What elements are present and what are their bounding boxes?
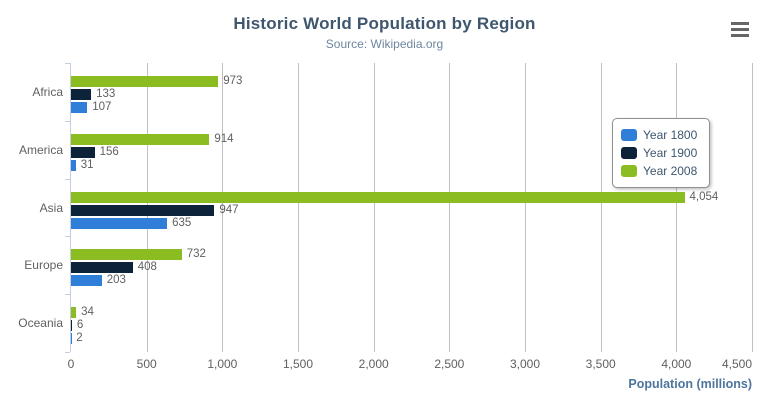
bar-year-2008-asia[interactable] <box>71 191 685 203</box>
x-axis-title: Population (millions) <box>628 377 752 391</box>
bar-value-label: 973 <box>223 75 243 87</box>
legend-swatch-icon <box>621 165 637 177</box>
legend: Year 1800 Year 1900 Year 2008 <box>612 118 711 188</box>
legend-label: Year 1900 <box>643 146 698 160</box>
export-menu-button[interactable] <box>727 18 753 40</box>
gridline <box>676 63 678 352</box>
x-tick-label: 4,000 <box>661 357 692 371</box>
bar-value-label: 6 <box>76 319 84 332</box>
chart-subtitle: Source: Wikipedia.org <box>325 37 444 51</box>
x-tick-label: 3,000 <box>509 357 541 371</box>
x-tick-label: 3,500 <box>585 357 616 371</box>
y-axis-tick <box>65 236 70 237</box>
y-axis-tick <box>65 294 70 295</box>
gridline <box>525 63 526 352</box>
category-label: Asia <box>39 201 63 215</box>
gridline <box>298 63 299 352</box>
category-label: Oceania <box>18 316 63 330</box>
bar-year-2008-africa[interactable] <box>71 76 219 87</box>
bar-value-label: 635 <box>172 216 192 229</box>
chart-title: Historic World Population by Region <box>233 14 536 33</box>
y-axis-tick <box>65 121 70 122</box>
legend-label: Year 2008 <box>643 164 698 178</box>
gridline <box>373 63 375 352</box>
gridline <box>752 63 753 352</box>
y-axis-line <box>70 63 71 352</box>
bar-value-label: 2 <box>76 332 83 345</box>
bar-year-2008-oceania[interactable] <box>71 307 77 319</box>
hamburger-menu-icon <box>731 21 749 25</box>
bar-value-label: 31 <box>80 158 94 171</box>
bar-year-2008-europe[interactable] <box>71 249 182 261</box>
bar-year-1900-oceania[interactable] <box>71 320 72 332</box>
bar-year-1800-america[interactable] <box>71 159 76 171</box>
x-tick-label: 0 <box>67 357 75 371</box>
plot-area: 973 133 107 914 156 31 4,054 947 635 732 408 203 34 6… <box>65 63 753 353</box>
bar-value-label: 156 <box>99 145 119 158</box>
y-axis-tick <box>65 352 70 353</box>
bar-value-label: 107 <box>92 101 112 113</box>
y-axis-tick <box>65 63 70 64</box>
hamburger-menu-icon <box>731 27 749 31</box>
category-label: Europe <box>24 258 63 272</box>
x-tick-label: 1,500 <box>282 357 314 371</box>
gridline <box>222 63 224 352</box>
x-tick-label: 500 <box>136 357 157 371</box>
x-tick-label: 2,500 <box>434 357 465 371</box>
x-tick-label: 4,500 <box>721 357 752 371</box>
legend-item-year-1900[interactable]: Year 1900 <box>621 144 697 162</box>
gridline <box>600 63 602 352</box>
bar-value-label: 408 <box>137 261 157 274</box>
legend-item-year-1800[interactable]: Year 1800 <box>621 126 697 144</box>
bar-value-label: 914 <box>214 132 234 145</box>
x-tick-label: 2,000 <box>358 357 389 371</box>
category-label: Africa <box>32 85 63 99</box>
hamburger-menu-icon <box>731 33 749 37</box>
legend-item-year-2008[interactable]: Year 2008 <box>621 162 697 180</box>
legend-swatch-icon <box>621 129 637 141</box>
bar-value-label: 133 <box>96 88 116 100</box>
y-axis-tick <box>65 179 70 180</box>
bar-year-1800-asia[interactable] <box>71 217 168 229</box>
bar-year-1800-africa[interactable] <box>71 102 88 113</box>
bar-value-label: 732 <box>186 248 206 261</box>
gridline <box>449 63 451 352</box>
bar-value-label: 34 <box>81 306 94 319</box>
bar-value-label: 4,054 <box>689 190 719 203</box>
category-label: America <box>18 143 63 157</box>
bar-year-1900-asia[interactable] <box>71 204 215 216</box>
legend-label: Year 1800 <box>643 128 698 142</box>
bar-value-label: 947 <box>219 203 239 216</box>
bar-year-1900-europe[interactable] <box>71 262 133 274</box>
bar-value-label: 203 <box>106 274 126 287</box>
bar-year-2008-america[interactable] <box>71 133 210 145</box>
legend-swatch-icon <box>621 147 637 159</box>
x-tick-label: 1,000 <box>207 357 238 371</box>
bar-year-1900-america[interactable] <box>71 146 95 158</box>
bar-year-1900-africa[interactable] <box>71 89 92 100</box>
bar-year-1800-europe[interactable] <box>71 275 102 287</box>
